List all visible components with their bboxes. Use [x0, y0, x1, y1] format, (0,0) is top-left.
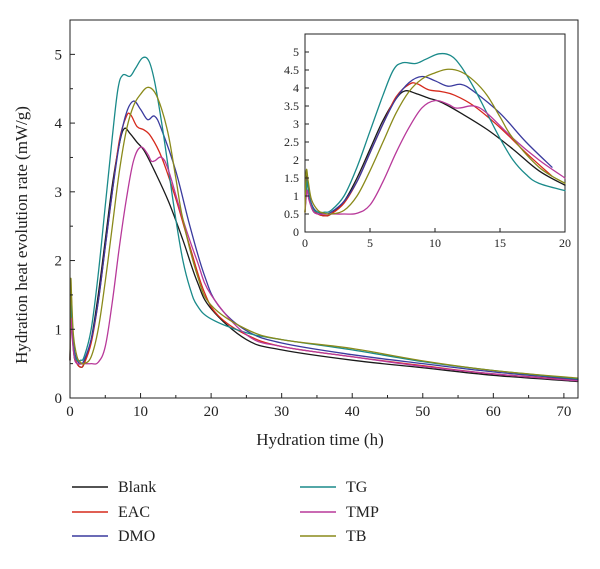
- inset-x-tick-label: 20: [559, 236, 571, 250]
- legend-item-tmp: TMP: [300, 504, 379, 521]
- main-plot-frame: [69, 19, 579, 399]
- x-tick-label: 30: [274, 404, 289, 420]
- legend-label: DMO: [118, 528, 155, 545]
- inset-y-tick-label: 3: [293, 117, 299, 131]
- inset-y-tick-label: 4.5: [284, 63, 299, 77]
- x-tick-label: 10: [133, 404, 148, 420]
- main-series-group: [69, 56, 579, 383]
- x-tick-label: 50: [415, 404, 430, 420]
- x-tick-label: 60: [486, 404, 501, 420]
- inset-x-tick-label: 5: [367, 236, 373, 250]
- inset-x-tick-label: 0: [302, 236, 308, 250]
- inset-series-line-tb: [304, 68, 566, 215]
- y-tick-label: 1: [55, 322, 63, 338]
- inset-y-tick-label: 0: [293, 225, 299, 239]
- legend-item-dmo: DMO: [72, 528, 155, 545]
- inset-y-tick-label: 4: [293, 81, 299, 95]
- x-tick-label: 40: [345, 404, 360, 420]
- legend: Blank EAC DMO TG TMP TB: [72, 479, 379, 545]
- inset-series-line-tg: [304, 52, 566, 214]
- inset-series-group: [304, 52, 566, 217]
- main-series-line-tmp: [69, 146, 579, 382]
- x-axis-label: Hydration time (h): [256, 430, 383, 449]
- inset-y-tick-label: 0.5: [284, 207, 299, 221]
- legend-item-eac: EAC: [72, 504, 150, 521]
- inset-series-line-tmp: [304, 99, 566, 215]
- inset-x-tick-label: 15: [494, 236, 506, 250]
- y-axis-label: Hydration heat evolution rate (mW/g): [12, 106, 31, 364]
- inset-frame: [304, 33, 566, 233]
- x-tick-label: 0: [66, 404, 74, 420]
- legend-item-blank: Blank: [72, 479, 156, 496]
- main-series-line-tg: [69, 56, 579, 380]
- inset-y-tick-label: 1: [293, 189, 299, 203]
- y-tick-label: 2: [55, 254, 63, 270]
- x-tick-label: 20: [204, 404, 219, 420]
- legend-item-tb: TB: [300, 528, 366, 545]
- inset-x-tick-label: 10: [429, 236, 441, 250]
- legend-item-tg: TG: [300, 479, 368, 496]
- main-series-line-dmo: [69, 100, 579, 381]
- inset-plot-area: 0 5 10 15 20 0 0.5 1 1.5 2 2.5 3 3.5 4 4.5 5: [284, 33, 571, 250]
- inset-axes-group: 0 5 10 15 20 0 0.5 1 1.5 2 2.5 3 3.5 4 4.5 5: [284, 45, 571, 250]
- legend-label: TMP: [346, 504, 379, 521]
- legend-label: TB: [346, 528, 366, 545]
- x-tick-label: 70: [556, 404, 571, 420]
- inset-y-tick-label: 2.5: [284, 135, 299, 149]
- y-tick-label: 4: [55, 116, 63, 132]
- inset-y-tick-label: 2: [293, 153, 299, 167]
- y-tick-label: 3: [55, 185, 63, 201]
- inset-series-line-dmo: [304, 75, 553, 215]
- inset-y-tick-label: 5: [293, 45, 299, 59]
- inset-y-tick-label: 3.5: [284, 99, 299, 113]
- legend-label: EAC: [118, 504, 150, 521]
- y-tick-label: 0: [55, 391, 63, 407]
- y-tick-label: 5: [55, 47, 63, 63]
- legend-label: TG: [346, 479, 368, 496]
- legend-label: Blank: [118, 479, 156, 496]
- main-series-line-tb: [69, 86, 579, 379]
- inset-y-tick-label: 1.5: [284, 171, 299, 185]
